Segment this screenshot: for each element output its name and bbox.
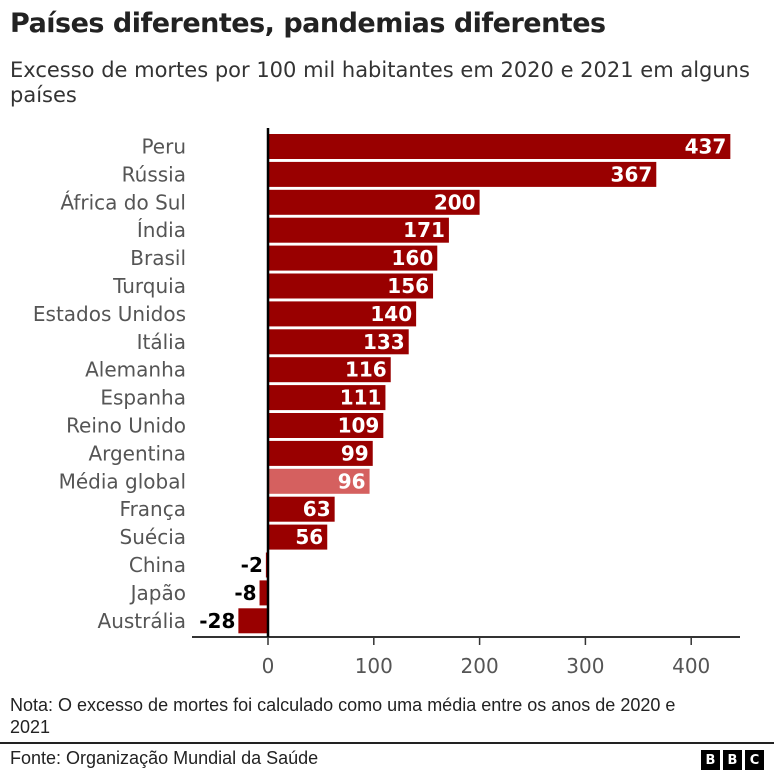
- bar: [268, 189, 480, 215]
- category-label: Espanha: [100, 386, 186, 410]
- category-label: Média global: [59, 469, 186, 493]
- bar: [268, 440, 373, 466]
- bar: [268, 468, 370, 494]
- logo-letter: B: [723, 750, 742, 770]
- bar: [268, 217, 449, 243]
- x-tick-label: 200: [461, 654, 499, 678]
- data-label: 99: [341, 441, 369, 465]
- bar: [268, 496, 335, 522]
- bar: [268, 301, 417, 327]
- category-label: Alemanha: [85, 358, 186, 382]
- x-tick-label: 300: [566, 654, 604, 678]
- category-label: Rússia: [122, 162, 186, 186]
- category-label: Índia: [137, 218, 186, 242]
- bar: [268, 134, 731, 159]
- x-tick-label: 0: [262, 654, 275, 678]
- data-label: 171: [403, 218, 445, 242]
- chart-subtitle: Excesso de mortes por 100 mil habitantes…: [10, 58, 750, 107]
- x-tick-label: 400: [672, 654, 710, 678]
- data-label: -28: [199, 609, 235, 633]
- bar: [268, 357, 391, 383]
- category-label: França: [120, 497, 186, 521]
- category-label: Reino Unido: [66, 414, 186, 438]
- data-label: -2: [241, 553, 263, 577]
- data-label: 133: [363, 330, 405, 354]
- x-tick-label: 100: [355, 654, 393, 678]
- data-label: 109: [338, 414, 380, 438]
- data-label: 156: [387, 274, 429, 298]
- data-label: 200: [434, 190, 476, 214]
- bar: [268, 161, 657, 187]
- chart-note: Nota: O excesso de mortes foi calculado …: [10, 695, 676, 737]
- bar: [268, 413, 384, 438]
- chart-source: Fonte: Organização Mundial da Saúde: [10, 748, 319, 768]
- data-label: 111: [340, 386, 382, 410]
- category-label: Japão: [129, 581, 186, 605]
- data-label: 437: [685, 135, 727, 159]
- divider: [0, 742, 774, 744]
- data-label: -8: [234, 581, 256, 605]
- bar: [268, 245, 438, 271]
- logo-letter: C: [745, 750, 764, 770]
- data-label: 96: [338, 469, 366, 493]
- bar: [268, 329, 409, 355]
- category-label: Austrália: [98, 609, 186, 633]
- bar: [268, 273, 434, 299]
- category-label: China: [129, 553, 186, 577]
- chart-title: Países diferentes, pandemias diferentes: [10, 8, 606, 39]
- category-label: Estados Unidos: [33, 302, 186, 326]
- bar: [238, 608, 268, 634]
- category-label: Itália: [137, 330, 186, 354]
- logo-letter: B: [701, 750, 720, 770]
- data-label: 160: [392, 246, 434, 270]
- bar: [259, 580, 268, 606]
- bar-plot: Peru 437 Rússia 367 África do Sul 200 Índia 171…: [33, 128, 740, 678]
- data-label: 63: [303, 497, 331, 521]
- data-label: 56: [295, 525, 323, 549]
- category-label: Suécia: [120, 525, 186, 549]
- data-label: 367: [611, 162, 653, 186]
- category-label: Turquia: [112, 274, 186, 298]
- bar: [268, 385, 386, 411]
- category-label: Argentina: [88, 441, 186, 465]
- category-label: Peru: [141, 135, 186, 159]
- data-label: 116: [345, 358, 387, 382]
- category-label: Brasil: [130, 246, 186, 270]
- category-label: África do Sul: [60, 190, 186, 214]
- data-label: 140: [370, 302, 412, 326]
- bar: [268, 524, 328, 550]
